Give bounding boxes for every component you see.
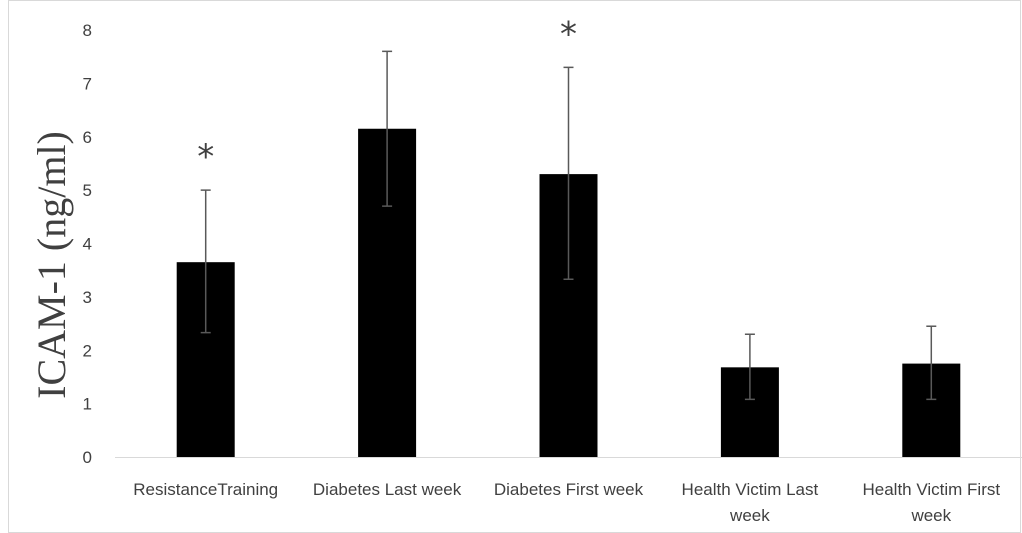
chart-border — [8, 0, 1021, 533]
y-tick-label: 1 — [83, 395, 92, 414]
category-label: week — [729, 506, 770, 525]
category-label: ResistanceTraining — [133, 480, 278, 499]
y-tick-label: 2 — [83, 341, 92, 360]
category-label: Diabetes Last week — [313, 480, 462, 499]
category-labels: ResistanceTraining Diabetes Last week Diab… — [133, 480, 1000, 525]
y-tick-label: 5 — [83, 181, 92, 200]
y-tick-labels: 0 1 2 3 4 5 6 7 8 — [83, 21, 92, 467]
significance-asterisk: * — [560, 14, 577, 54]
significance-markers: ** — [197, 14, 577, 177]
y-axis-label: ICAM-1 (ng/ml) — [29, 131, 74, 399]
y-tick-label: 4 — [83, 235, 92, 254]
error-bars — [200, 50, 937, 401]
category-label: Health Victim Last — [682, 480, 819, 499]
y-tick-label: 0 — [83, 448, 92, 467]
y-tick-label: 8 — [83, 21, 92, 40]
significance-asterisk: * — [197, 137, 214, 177]
category-label: Diabetes First week — [494, 480, 644, 499]
y-tick-label: 7 — [83, 74, 92, 93]
y-tick-label: 3 — [83, 288, 92, 307]
y-axis-title: ICAM-1 (ng/ml) — [29, 131, 74, 399]
y-tick-label: 6 — [83, 128, 92, 147]
category-label: Health Victim First — [862, 480, 1000, 499]
category-label: week — [910, 506, 951, 525]
